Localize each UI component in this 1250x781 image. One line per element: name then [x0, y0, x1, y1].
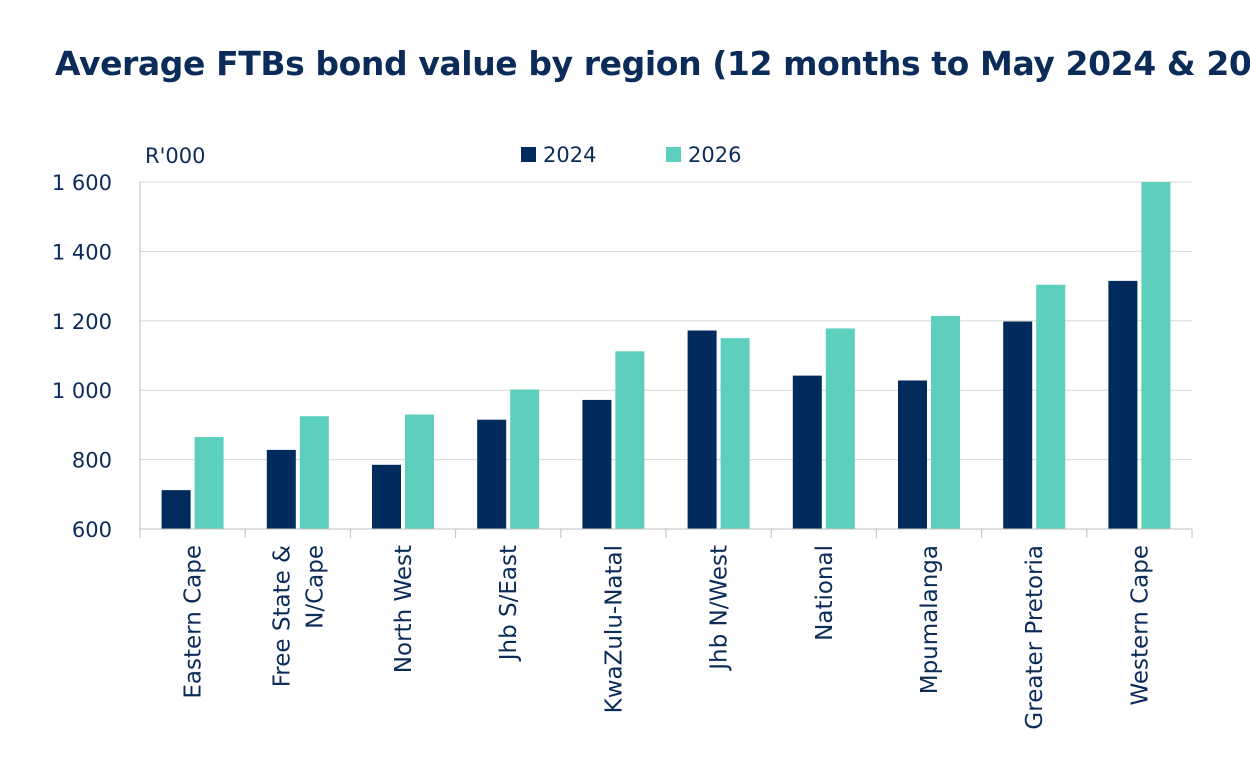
legend-swatch-2024: [521, 147, 536, 162]
axes: 600 800 1 000 1 200 1 400 1 600 Eastern Cape Fr…: [52, 171, 1193, 730]
legend-label-2024: 2024: [543, 143, 596, 167]
x-tick-label-line: National: [812, 545, 838, 641]
bar-2026: [720, 338, 750, 529]
y-tick-label: 1 000: [52, 379, 112, 403]
bar-2026: [194, 437, 224, 529]
y-tick-label: 1 200: [52, 310, 112, 334]
x-tick-label: Free State & N/Cape: [269, 545, 328, 687]
bar-2024: [372, 464, 401, 529]
bar-2026: [299, 416, 329, 529]
gridlines: [140, 181, 1192, 461]
bars: [161, 182, 1171, 529]
bar-2026: [1036, 284, 1066, 529]
x-tick-label-line: Mpumalanga: [917, 545, 943, 694]
x-tick-label-line: Jhb N/West: [707, 545, 733, 672]
x-tick-label: Jhb N/West: [707, 545, 733, 672]
y-tick-label: 800: [72, 449, 112, 473]
bar-2026: [931, 315, 960, 529]
y-tick-label: 1 400: [52, 240, 112, 264]
x-tick-label-line: KwaZulu-Natal: [601, 545, 627, 713]
x-tick-label: Mpumalanga: [917, 545, 943, 694]
x-tick-label-line: Western Cape: [1127, 545, 1153, 706]
x-tick-label-line: Eastern Cape: [181, 545, 207, 699]
x-tick-label: National: [812, 545, 838, 641]
bar-2024: [266, 449, 296, 529]
bar-2026: [405, 414, 434, 529]
y-tick-label: 600: [72, 518, 112, 542]
bar-2024: [792, 375, 822, 529]
bar-2026: [1141, 182, 1171, 529]
x-tick-label-line: Jhb S/East: [496, 545, 522, 662]
bar-2024: [161, 490, 191, 529]
x-tick-label: Eastern Cape: [181, 545, 207, 699]
x-tick-label-line: North West: [391, 545, 417, 673]
legend-swatch-2026: [666, 147, 681, 162]
x-tick-label-line: Greater Pretoria: [1022, 545, 1048, 730]
x-tick-label-line: N/Cape: [302, 545, 328, 629]
y-axis-unit-label: R'000: [145, 144, 205, 168]
legend-label-2026: 2026: [688, 143, 741, 167]
y-tick-label: 1 600: [52, 171, 112, 195]
bar-2024: [477, 419, 507, 529]
bar-2026: [615, 351, 645, 529]
x-tick-label: Jhb S/East: [496, 545, 522, 662]
x-tick-label: KwaZulu-Natal: [601, 545, 627, 713]
x-tick-label: North West: [391, 545, 417, 673]
chart-title: Average FTBs bond value by region (12 mo…: [55, 44, 1250, 83]
x-tick-label: Greater Pretoria: [1022, 545, 1048, 730]
legend: 2024 2026: [521, 143, 741, 167]
x-tick-label-line: Free State &: [269, 545, 295, 687]
bar-2024: [1003, 321, 1033, 529]
x-tick-label: Western Cape: [1127, 545, 1153, 706]
bar-2024: [687, 330, 717, 529]
bar-2024: [582, 399, 612, 529]
bar-2026: [825, 328, 855, 529]
bar-2024: [1108, 280, 1138, 529]
bar-2026: [510, 389, 540, 529]
bar-2024: [898, 380, 927, 529]
